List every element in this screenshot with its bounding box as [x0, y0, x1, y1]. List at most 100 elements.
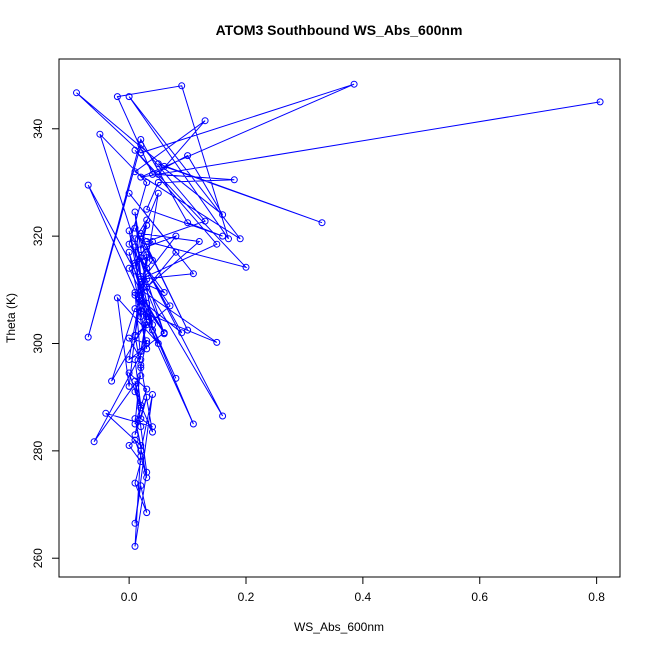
data-point	[125, 227, 133, 235]
data-point	[143, 205, 151, 213]
data-point	[131, 267, 139, 275]
data-point	[131, 519, 139, 527]
data-point	[125, 264, 133, 272]
x-axis-label: WS_Abs_600nm	[294, 620, 384, 634]
data-point	[184, 152, 192, 160]
data-point	[137, 361, 145, 369]
data-point	[137, 452, 145, 460]
data-point	[184, 326, 192, 334]
data-point	[137, 281, 145, 288]
data-point	[160, 162, 168, 170]
data-point	[125, 442, 133, 449]
data-point	[154, 160, 162, 168]
data-point	[149, 428, 156, 436]
data-point	[131, 331, 139, 339]
data-point	[131, 388, 139, 396]
y-tick-label: 320	[31, 226, 45, 246]
data-point	[137, 141, 145, 149]
data-point	[596, 98, 604, 106]
data-point	[178, 82, 186, 90]
data-point	[113, 294, 121, 302]
data-point	[131, 431, 139, 439]
data-point	[143, 299, 151, 307]
x-tick-label: 0.4	[355, 590, 372, 604]
data-point	[195, 238, 203, 245]
data-point	[137, 372, 145, 380]
data-point	[108, 377, 116, 385]
y-tick-label: 340	[31, 118, 45, 138]
data-point	[125, 382, 133, 390]
data-point	[143, 283, 151, 291]
data-point	[131, 415, 139, 423]
data-point	[189, 270, 197, 278]
data-point	[213, 240, 221, 248]
data-point	[137, 136, 145, 143]
x-tick-label: 0.8	[588, 590, 605, 604]
data-point	[125, 356, 133, 364]
data-point	[125, 334, 133, 342]
data-point	[143, 474, 151, 482]
data-point	[84, 181, 92, 189]
y-axis-label: Theta (K)	[4, 293, 18, 343]
data-point	[131, 224, 139, 232]
data-point	[154, 170, 162, 178]
data-point	[131, 259, 139, 267]
data-point	[131, 542, 139, 550]
y-tick-label: 280	[31, 441, 45, 461]
data-point	[154, 189, 162, 197]
data-point	[131, 420, 139, 428]
data-point	[137, 364, 145, 372]
data-point	[143, 251, 151, 259]
data-point	[172, 374, 180, 382]
data-point	[84, 333, 92, 341]
data-point	[131, 436, 139, 444]
data-point	[149, 238, 156, 245]
data-point	[242, 263, 250, 271]
data-point	[125, 240, 133, 248]
y-tick-label: 300	[31, 333, 45, 353]
data-point	[73, 89, 80, 97]
data-point	[154, 179, 162, 186]
data-point	[172, 232, 180, 240]
data-point	[90, 438, 98, 446]
data-point	[213, 338, 221, 346]
data-point	[113, 93, 121, 101]
data-point	[236, 235, 244, 243]
data-point	[143, 275, 151, 283]
data-point	[125, 189, 133, 197]
data-point	[131, 243, 139, 251]
data-point	[125, 369, 133, 377]
data-point	[137, 286, 145, 294]
data-point	[131, 208, 139, 216]
data-point	[318, 219, 326, 227]
data-point	[102, 409, 110, 417]
data-point	[219, 211, 227, 219]
data-point	[131, 146, 139, 154]
data-point	[143, 310, 151, 318]
data-point	[131, 305, 139, 313]
data-point	[137, 447, 145, 455]
data-point	[143, 216, 151, 224]
data-point	[137, 307, 145, 315]
data-point	[166, 302, 174, 310]
data-point	[131, 479, 139, 487]
data-point	[143, 264, 151, 272]
data-point	[149, 391, 156, 398]
data-point	[137, 401, 145, 409]
data-point	[137, 278, 145, 286]
data-point	[125, 248, 133, 256]
data-point	[143, 243, 151, 251]
data-point	[154, 340, 162, 347]
data-point	[143, 313, 151, 321]
data-point	[230, 176, 238, 184]
data-point	[219, 412, 227, 420]
x-tick-label: 0.0	[121, 590, 138, 604]
data-point	[131, 168, 139, 176]
data-point	[143, 221, 151, 229]
data-point	[172, 248, 180, 256]
data-point	[137, 149, 145, 157]
data-point	[125, 93, 133, 101]
data-point	[143, 509, 151, 517]
data-point	[201, 217, 209, 225]
